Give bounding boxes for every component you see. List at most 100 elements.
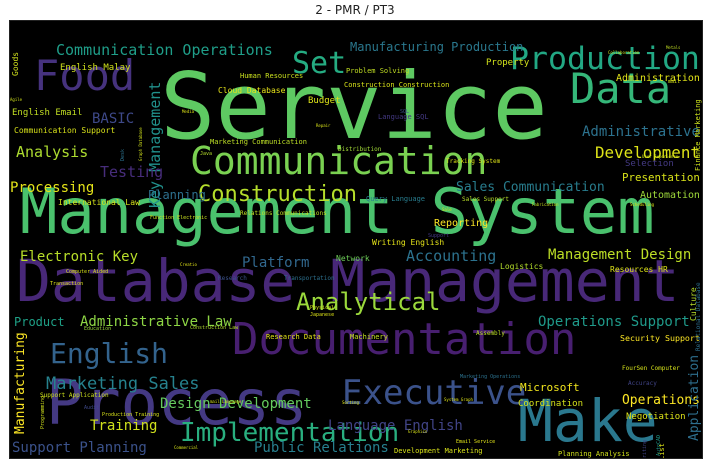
word-relational-database: Relational Database [695,282,702,351]
word-construction-construction: Construction Construction [344,81,449,89]
word-analysis: Analysis [16,143,88,161]
word-property: Property [486,58,530,68]
word-english-email: English Email [12,108,82,118]
word-list: List [658,443,666,458]
word-transaction: Transaction [50,281,83,287]
word-executive: Executive [342,373,526,413]
word-testing: Testing [100,163,163,181]
word-query-language: Query Language [366,195,425,203]
word-sale: Sale [442,207,452,212]
word-management-design: Management Design [548,247,691,263]
word-graphics: Graphics [408,429,428,434]
word-finance-marketing: Finance Marketing [694,99,702,171]
word-sql: SQL [400,109,409,115]
word-sales-communication: Sales Communication [456,180,605,195]
word-support-planning: Support Planning [12,440,147,456]
word-communication-support: Communication Support [14,126,115,135]
word-language-sql: Language SQL [378,113,429,121]
word-implementation: Implementation [180,418,399,448]
word-transportation: Transportation [284,275,335,282]
word-network: Network [336,254,370,263]
word-support: Support [428,233,449,239]
word-logistics: Logistics [500,262,544,271]
word-management-system: Management System [20,175,655,248]
word-education: Education [84,326,111,332]
word-selection: Selection [625,159,674,169]
word-accuracy: Accuracy [628,380,657,387]
word-agile: Agile [10,97,23,102]
word-operations-support: Operations Support [538,314,690,330]
word-english-malay: English Malay [60,63,131,73]
word-desk: Desk [120,149,126,161]
word-tracking-system: Tracking System [446,158,501,165]
word-planning: Planning [148,188,206,202]
word-product: Product [14,315,65,329]
word-process: Process [46,366,307,439]
word-support-application: Support Application [40,392,109,399]
word-graph-database: Graph Database [138,127,143,161]
word-negotiation: Negotiation [626,412,686,422]
word-function-electronic: Function Electronic [150,215,207,221]
word-development-marketing: Development Marketing [394,447,483,455]
word-communication-operations: Communication Operations [56,41,273,59]
word-marketing-operations: Marketing Operations [460,374,520,380]
word-security-support: Security Support [620,333,700,343]
word-coordination: Coordination [518,399,583,409]
word-manufacturing-production: Manufacturing Production [350,40,523,54]
word-english: English [50,337,168,370]
word-commercial: Commercial [174,445,199,450]
word-microsoft: Microsoft [520,381,580,394]
word-audit: Audit [84,405,99,411]
word-creatio: Creatio [180,262,197,267]
word-construction-law: Construction Law [190,325,239,331]
word-marketing-sales: Marketing Sales [46,374,200,394]
word-basic: BASIC [92,111,134,127]
word-manufacturing: Manufacturing [13,332,28,434]
word-culture: Culture [689,287,698,321]
word-metals: Metals [666,45,681,50]
word-electronic-key: Electronic Key [20,249,138,265]
word-assembly: Assembly [476,330,505,337]
word-japanese: Japanese [310,312,334,318]
word-administrative-law: Administrative Law [80,314,232,330]
word-administration: Administration [616,73,700,84]
word-analytical: Analytical [296,288,441,316]
word-presentation: Presentation [622,171,700,184]
word-construction: Construction [198,182,357,207]
word-writing: Writing [642,440,648,458]
word-budget: Budget [308,96,341,106]
word-computer-aided: Computer Aided [66,269,108,275]
word-cloud-database: Cloud Database [218,86,286,95]
word-programming: Programming [40,396,46,429]
word-production-training: Production Training [102,412,159,418]
word-marketing-communication: Marketing Communication [210,138,307,146]
word-physical: Physical [310,305,334,311]
word-administrative: Administrative [582,124,700,140]
word-international-law: International Law [58,198,140,207]
word-production: Production [510,41,700,77]
word-reporting: Reporting [434,218,488,229]
word-research-data: Research Data [266,333,321,341]
word-planning-analysis: Planning Analysis [558,450,630,458]
word-mail-language: mail Language [210,399,242,404]
word-training: Training [90,418,157,434]
word-development: Development [595,143,700,162]
word-human-resources: Human Resources [240,72,303,80]
word-foursen-computer: FourSen Computer [622,365,680,372]
word-documentation: Documentation [232,314,576,365]
word-repair: Repair [316,123,331,128]
word-automation: Automation [640,190,700,201]
word-relations-communications: Relations Communications [240,210,327,217]
word-user-experience: User Experience [642,154,679,159]
word-set: Set [292,46,346,81]
word-system-graph: System Graph [444,397,473,402]
word-accounting: Accounting [406,247,496,265]
word-research: Research [218,275,247,282]
word-media: Media [182,109,195,114]
word-cloud-panel: Service Management System Database Managem… [9,20,703,459]
word-scheduling: Scheduling [630,202,655,207]
word-application: Application [687,355,702,441]
word-make: Make [518,387,658,455]
word-distribution: Distribution [338,146,382,153]
